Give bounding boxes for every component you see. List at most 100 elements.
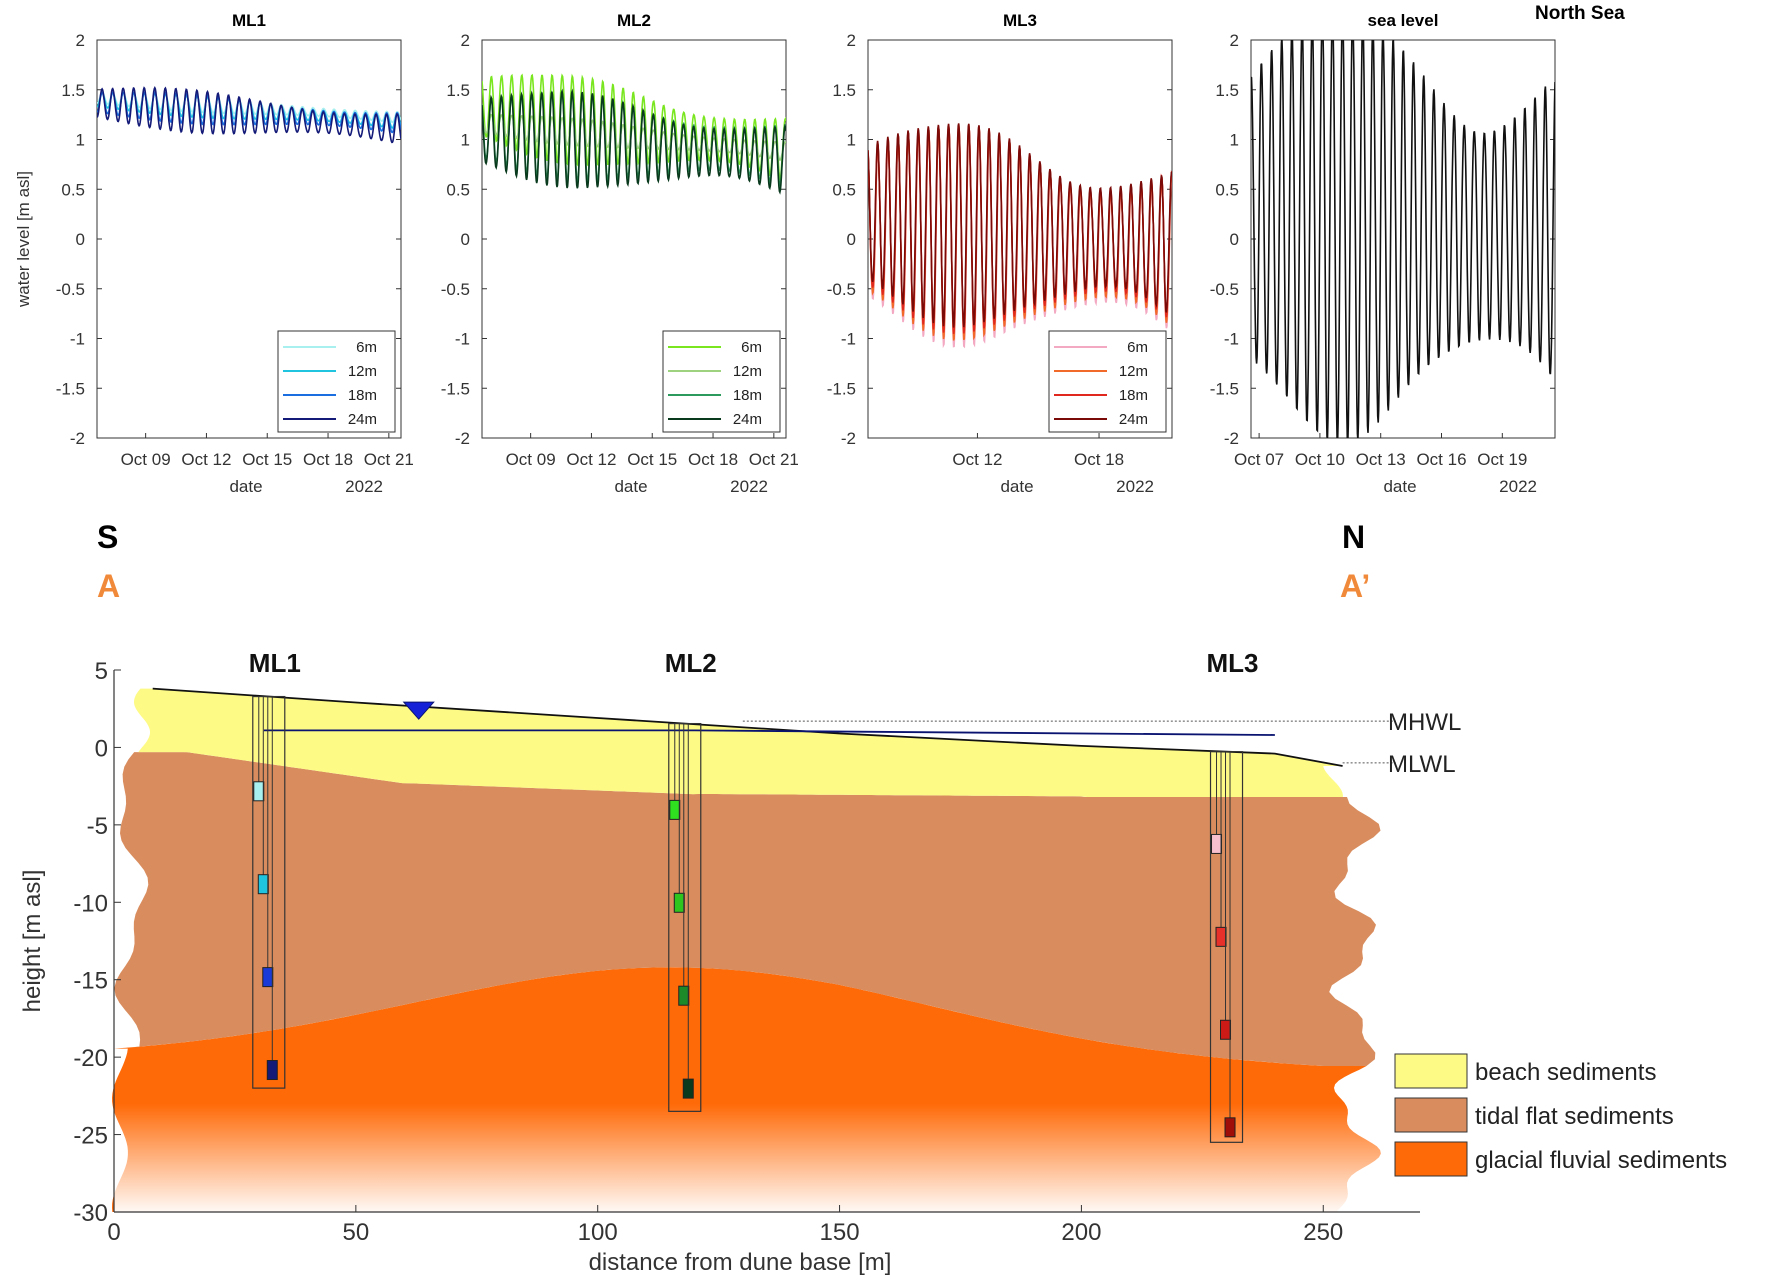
well-screen-24m [266, 1060, 278, 1081]
x-tick-label: Oct 21 [749, 450, 799, 469]
y-tick-label: 2 [1230, 31, 1239, 50]
y-tick-label: 1.5 [1215, 81, 1239, 100]
y-tick-label: -2 [455, 429, 470, 448]
legend-label: tidal flat sediments [1475, 1103, 1674, 1130]
y-tick-label: -1 [1224, 330, 1239, 349]
x-tick-label: Oct 18 [1074, 450, 1124, 469]
water-table-line [263, 729, 1275, 736]
reference-label-mlwl: MLWL [1388, 751, 1456, 778]
y-axis-label: water level [m asl] [14, 171, 33, 308]
y-tick-label: 0.5 [61, 180, 85, 199]
y-tick-label: 0 [1230, 230, 1239, 249]
x-tick-label: 50 [343, 1219, 370, 1246]
legend-label: 24m [348, 411, 377, 428]
x-axis-label: date [614, 477, 647, 496]
well-screen-6m [253, 781, 265, 802]
y-tick-label: -20 [73, 1045, 108, 1072]
panel-ml3: ML3 2 1.5 1 0.5 0 -0.5 -1 -1.5 -2 Oct 12 Oct 18 date… [827, 11, 1173, 496]
legend-label: 6m [356, 339, 377, 356]
x-tick-label: 250 [1303, 1219, 1343, 1246]
y-tick-label: -10 [73, 890, 108, 917]
y-tick-label: 0.5 [1215, 180, 1239, 199]
x-tick-label: Oct 16 [1416, 450, 1466, 469]
series-line-6m [482, 73, 786, 181]
x-axis-label: distance from dune base [m] [589, 1249, 892, 1276]
y-tick-label: 1 [847, 131, 856, 150]
panel-title: ML1 [232, 11, 266, 30]
year-label: 2022 [1499, 477, 1537, 496]
x-tick-label: Oct 09 [506, 450, 556, 469]
y-tick-label: 1.5 [446, 81, 470, 100]
legend-label: 6m [1127, 339, 1148, 356]
water-table-marker-icon [402, 701, 435, 720]
legend-label: 18m [348, 387, 377, 404]
year-label: 2022 [345, 477, 383, 496]
series-line-sea-level [1251, 40, 1555, 438]
x-axis-label: date [1383, 477, 1416, 496]
year-label: 2022 [730, 477, 768, 496]
legend-swatch [1394, 1097, 1468, 1133]
panel-title: ML2 [617, 11, 651, 30]
section-end-label: A’ [1340, 568, 1370, 604]
y-tick-label: -25 [73, 1123, 108, 1150]
y-tick-label: -2 [841, 429, 856, 448]
y-tick-label: 0 [76, 230, 85, 249]
y-tick-label: 1.5 [832, 81, 856, 100]
panel-sea-level: sea level 2 1.5 1 0.5 0 -0.5 -1 -1.5 -2 Oct 07 Oct … [1210, 11, 1556, 496]
y-tick-label: 1 [76, 131, 85, 150]
y-tick-label: 1 [1230, 131, 1239, 150]
layer-tidal [114, 752, 1381, 1066]
y-tick-label: 2 [461, 31, 470, 50]
year-label: 2022 [1116, 477, 1154, 496]
x-tick-label: Oct 18 [688, 450, 738, 469]
well-screen-18m [262, 967, 274, 988]
x-tick-label: 200 [1061, 1219, 1101, 1246]
well-screen-12m [673, 892, 685, 913]
well-screen-12m [257, 874, 269, 895]
y-tick-label: 0 [95, 735, 108, 762]
well-screen-12m [1215, 926, 1227, 947]
panel-ml1: ML1 2 1.5 1 0.5 0 -0.5 -1 -1.5 -2 Oct 09 Oct 12 Oct … [14, 11, 414, 496]
well-casing [252, 695, 286, 1089]
legend-label: 6m [741, 339, 762, 356]
well-screen-6m [669, 799, 681, 820]
y-tick-label: 1 [461, 131, 470, 150]
x-tick-label: Oct 12 [952, 450, 1002, 469]
y-tick-label: 0.5 [832, 180, 856, 199]
y-tick-label: -1.5 [827, 379, 856, 398]
legend-swatch [1394, 1053, 1468, 1089]
y-tick-label: -1.5 [441, 379, 470, 398]
well-casing [1209, 751, 1244, 1143]
north-label: N [1342, 519, 1365, 555]
y-axis-label: height [m asl] [19, 870, 46, 1013]
legend-swatch [1394, 1141, 1468, 1177]
x-tick-label: Oct 15 [242, 450, 292, 469]
x-tick-label: Oct 09 [121, 450, 171, 469]
well-label-ml2: ML2 [665, 648, 717, 678]
x-tick-label: Oct 12 [566, 450, 616, 469]
well-screen-24m [682, 1078, 694, 1099]
x-axis-label: date [1000, 477, 1033, 496]
section-start-label: A [97, 568, 120, 604]
y-tick-label: -0.5 [1210, 280, 1239, 299]
well-casing [668, 722, 702, 1112]
y-tick-label: -1.5 [56, 379, 85, 398]
well-screen-18m [678, 985, 690, 1006]
panel-title: ML3 [1003, 11, 1037, 30]
x-tick-label: Oct 15 [627, 450, 677, 469]
legend-label: 18m [733, 387, 762, 404]
x-tick-label: 150 [820, 1219, 860, 1246]
well-label-ml3: ML3 [1207, 648, 1259, 678]
y-tick-label: -1 [455, 330, 470, 349]
legend-label: 24m [1119, 411, 1148, 428]
south-label: S [97, 519, 118, 555]
x-tick-label: Oct 12 [181, 450, 231, 469]
y-tick-label: -0.5 [827, 280, 856, 299]
y-tick-label: 0 [461, 230, 470, 249]
y-tick-label: -0.5 [56, 280, 85, 299]
y-tick-label: -0.5 [441, 280, 470, 299]
legend-label: 12m [348, 363, 377, 380]
